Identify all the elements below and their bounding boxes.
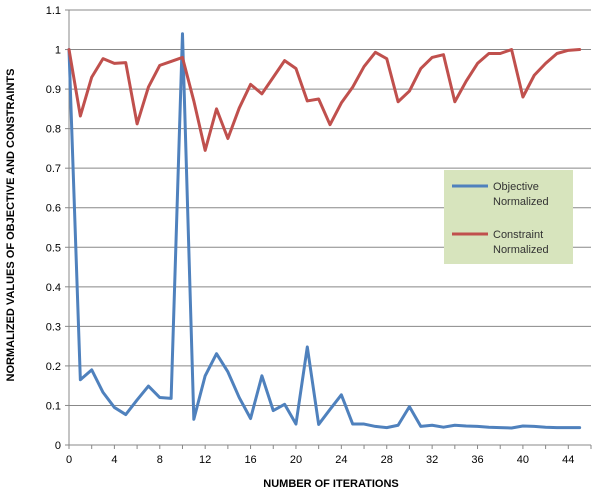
- legend-label-objective-line1: Objective: [493, 181, 539, 193]
- y-tick-label: 1: [55, 45, 61, 57]
- y-tick-label: 0.7: [46, 163, 61, 175]
- y-tick-label: 0.8: [46, 124, 61, 136]
- y-tick-label: 0: [55, 440, 61, 452]
- x-axis-title: NUMBER OF ITERATIONS: [263, 478, 398, 490]
- y-tick-label: 0.2: [46, 361, 61, 373]
- legend: Objective Normalized Constraint Normaliz…: [444, 170, 573, 264]
- y-tick-label: 0.1: [46, 400, 61, 412]
- series-line-constraint: [67, 48, 582, 152]
- x-tick-label: 44: [562, 454, 574, 466]
- x-tick-label: 24: [335, 454, 347, 466]
- x-tick-label: 40: [517, 454, 529, 466]
- x-tick-label: 20: [290, 454, 302, 466]
- gridlines: [69, 9, 591, 406]
- y-tick-label: 0.6: [46, 203, 61, 215]
- tick-labels: 0 0.1 0.2 0.3 0.4 0.5 0.6 0.7 0.8 0.9 1 1.1 0 4 8 12 16 2…: [46, 5, 575, 466]
- legend-label-constraint-line1: Constraint: [493, 229, 543, 241]
- x-tick-label: 36: [471, 454, 483, 466]
- x-tick-label: 0: [66, 454, 72, 466]
- y-axis-title: NORMALIZED VALUES OF OBJECTIVE AND CONST…: [5, 69, 17, 382]
- series-lines: [67, 32, 582, 430]
- x-tick-label: 4: [111, 454, 117, 466]
- x-tick-label: 16: [244, 454, 256, 466]
- legend-label-constraint-line2: Normalized: [493, 244, 549, 256]
- legend-label-objective-line2: Normalized: [493, 196, 549, 208]
- x-tick-label: 8: [157, 454, 163, 466]
- y-tick-label: 0.5: [46, 242, 61, 254]
- x-tick-label: 12: [199, 454, 211, 466]
- y-tick-label: 0.4: [46, 282, 61, 294]
- y-tick-label: 0.9: [46, 84, 61, 96]
- y-tick-label: 0.3: [46, 321, 61, 333]
- series-line-objective: [67, 32, 582, 430]
- x-tick-label: 28: [381, 454, 393, 466]
- x-tick-label: 32: [426, 454, 438, 466]
- y-tick-label: 1.1: [46, 5, 61, 17]
